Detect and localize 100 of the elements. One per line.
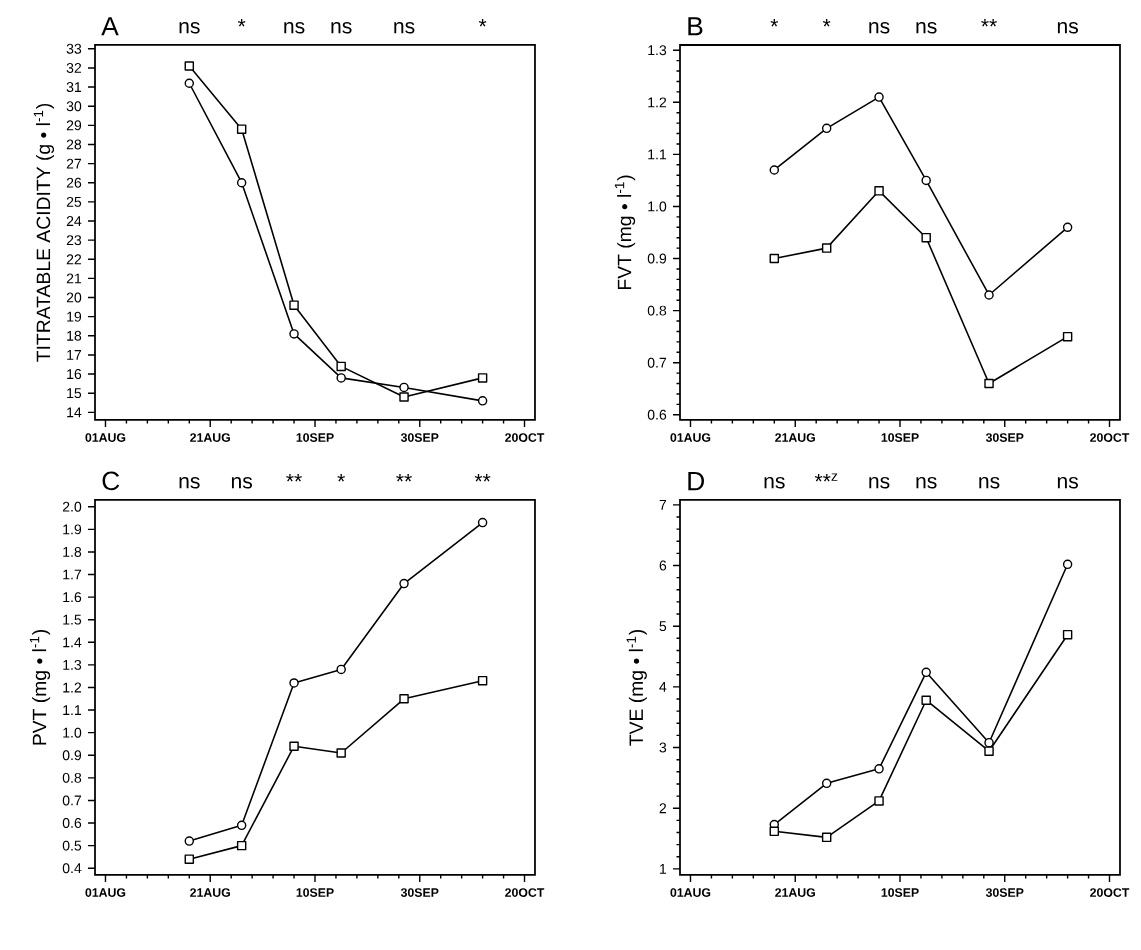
text: * [822, 19, 831, 27]
x-tick-label: 30SEP [985, 433, 1024, 442]
text: * [770, 19, 779, 27]
y-tick-label: 1.0 [63, 727, 82, 738]
point [399, 578, 409, 589]
text: ns [869, 21, 890, 34]
text: ** [286, 474, 302, 482]
y-tick-label: 1.2 [648, 97, 667, 108]
y-tick-label: 7 [659, 499, 667, 510]
x-tick-label: 21AUG [190, 433, 230, 442]
point [236, 820, 247, 831]
text: A [101, 17, 119, 36]
y-tick-label: 1.7 [63, 569, 82, 580]
text: ns [394, 21, 415, 34]
y-tick-label: 0.8 [647, 305, 667, 316]
y-axis-title: PVT (mg • l$^{-1}$) [29, 629, 51, 745]
x-tick-label: 20OCT [505, 888, 545, 897]
point [477, 373, 488, 383]
point [874, 796, 884, 806]
point [236, 177, 247, 188]
text: ** [396, 474, 412, 482]
y-tick-label: 19 [67, 311, 82, 322]
text: ns [916, 476, 937, 489]
y-axis-title: FVT (mg • l$^{-1}$) [614, 175, 636, 290]
y-tick-label: 31 [66, 82, 82, 93]
x-tick-label: 30SEP [985, 888, 1024, 897]
point [1062, 222, 1073, 233]
point [236, 840, 247, 851]
point [821, 778, 832, 789]
text: * [237, 19, 246, 27]
y-tick-label: 1.1 [63, 705, 82, 715]
text: ns [979, 476, 1000, 489]
y-tick-label: 30 [66, 101, 82, 112]
y-tick-label: 5 [659, 621, 667, 632]
y-axis-title: TITRATABLE ACIDITY (g • l$^{-1}$) [33, 103, 55, 362]
point [399, 392, 409, 402]
point [1062, 331, 1073, 342]
y-tick-label: 23 [66, 235, 82, 246]
x-tick-label: 10SEP [296, 433, 334, 442]
y-tick-label: 24 [66, 216, 82, 226]
point [921, 232, 931, 243]
y-tick-label: 1.3 [63, 659, 82, 670]
point [821, 243, 832, 253]
x-tick-label: 10SEP [881, 433, 919, 442]
point [336, 361, 346, 372]
text: ns [764, 476, 785, 489]
text: ns [1057, 21, 1078, 34]
y-tick-label: 1.9 [63, 524, 82, 535]
y-tick-label: 1.1 [648, 149, 667, 160]
text: ns [916, 21, 937, 34]
y-tick-label: 16 [67, 369, 82, 380]
y-tick-label: 14 [67, 407, 82, 418]
point [477, 675, 488, 686]
y-tick-label: 0.7 [62, 795, 82, 806]
point [336, 373, 346, 383]
point [184, 836, 195, 846]
point [1062, 559, 1073, 570]
y-tick-label: 1.6 [63, 592, 82, 603]
y-axis-title: TVE (mg • l$^{-1}$) [626, 629, 647, 746]
y-tick-label: 22 [66, 254, 82, 265]
text: ns [1057, 476, 1078, 489]
point [921, 695, 931, 705]
text: ns [231, 476, 253, 489]
point [399, 382, 409, 393]
point [477, 517, 488, 528]
point [289, 300, 299, 310]
x-tick-label: 21AUG [775, 433, 815, 442]
point [336, 664, 346, 675]
y-tick-label: 4 [659, 682, 667, 692]
point [984, 737, 994, 748]
y-tick-label: 27 [66, 158, 82, 169]
text: **$^{z}$ [814, 473, 838, 482]
x-tick-label: 20OCT [505, 433, 545, 442]
y-tick-label: 6 [659, 560, 667, 571]
y-tick-label: 17 [67, 350, 82, 360]
x-tick-label: 01AUG [85, 888, 126, 897]
point [399, 694, 409, 704]
point [184, 61, 195, 71]
text: * [337, 474, 345, 482]
y-tick-label: 28 [66, 139, 82, 150]
y-tick-label: 1.4 [63, 637, 82, 648]
y-tick-label: 0.6 [647, 409, 667, 420]
y-tick-label: 1.0 [648, 201, 667, 212]
text: ** [474, 474, 491, 482]
point [289, 329, 299, 339]
point [821, 123, 832, 134]
text: ns [331, 21, 352, 34]
y-tick-label: 1.3 [648, 45, 667, 56]
point [921, 175, 931, 186]
y-tick-label: 21 [66, 273, 82, 284]
x-tick-label: 30SEP [400, 888, 439, 897]
point [984, 378, 994, 389]
text: D [688, 472, 704, 491]
y-tick-label: 0.4 [62, 863, 82, 874]
point [874, 764, 884, 774]
point [184, 854, 195, 864]
x-tick-label: 20OCT [1090, 433, 1130, 442]
point [289, 678, 299, 688]
point [984, 746, 994, 756]
x-tick-label: 21AUG [775, 888, 815, 897]
